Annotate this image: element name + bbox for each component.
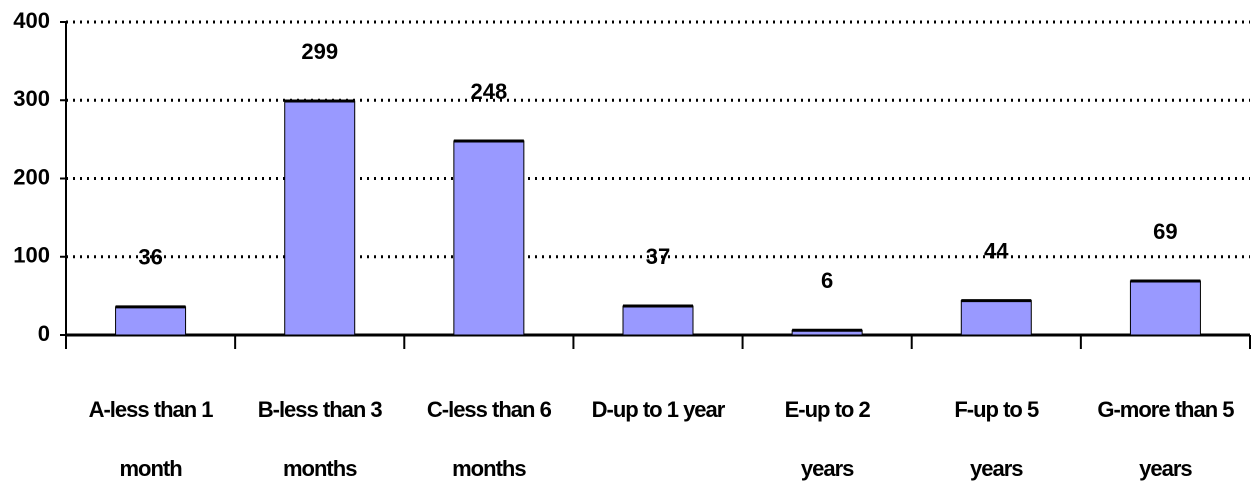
data-label: 6: [821, 268, 833, 293]
bar: [1129, 280, 1201, 336]
y-tick-label: 200: [13, 164, 50, 189]
bar: [115, 306, 187, 336]
y-tick-label: 300: [13, 86, 50, 111]
x-tick-label: D-up to 1 year: [592, 397, 726, 422]
data-label: 248: [470, 79, 507, 104]
x-tick-label: F-up to 5: [954, 397, 1039, 422]
x-tick-label: month: [119, 456, 182, 481]
data-label: 299: [301, 39, 338, 64]
bar: [960, 300, 1032, 336]
bar: [284, 100, 356, 336]
x-tick-label: months: [283, 456, 357, 481]
x-tick-label: A-less than 1: [89, 397, 214, 422]
x-tick-label: G-more than 5: [1097, 397, 1234, 422]
data-label: 69: [1153, 219, 1177, 244]
x-tick-label: E-up to 2: [785, 397, 871, 422]
x-tick-label: C-less than 6: [427, 397, 552, 422]
y-tick-label: 0: [38, 321, 50, 346]
x-tick-label: months: [452, 456, 526, 481]
y-tick-label: 400: [13, 8, 50, 33]
x-tick-label: years: [970, 456, 1023, 481]
x-tick-label: years: [1139, 456, 1192, 481]
x-tick-label: B-less than 3: [258, 397, 383, 422]
data-label: 36: [138, 245, 162, 270]
y-tick-label: 100: [13, 243, 50, 268]
data-label: 37: [646, 244, 670, 269]
bar: [453, 140, 525, 336]
data-label: 44: [984, 238, 1009, 263]
bar: [622, 305, 694, 336]
x-tick-label: years: [801, 456, 854, 481]
